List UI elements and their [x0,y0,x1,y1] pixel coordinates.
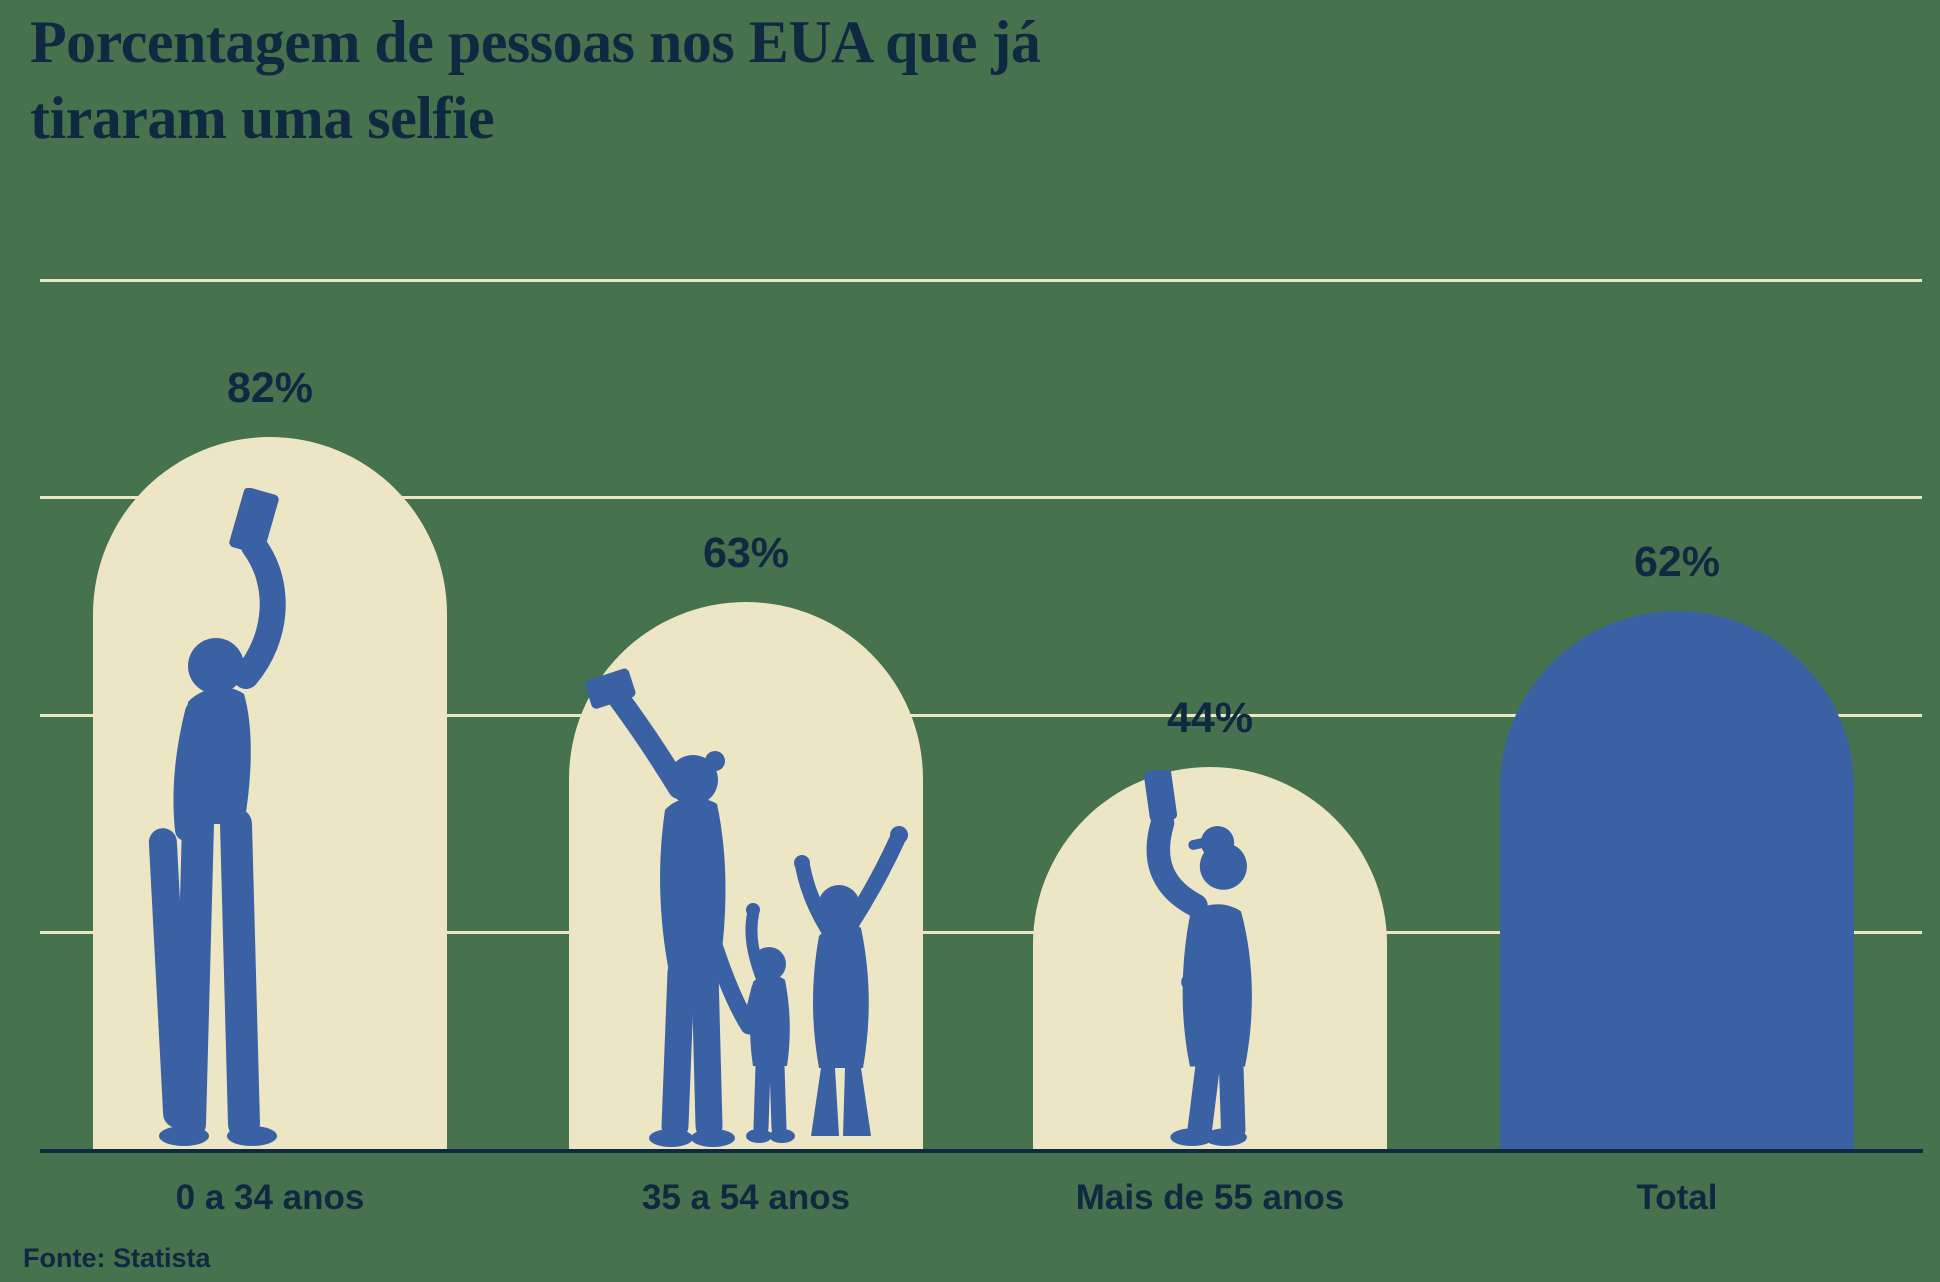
category-label: Total [1636,1178,1718,1217]
value-label: 44% [1166,694,1254,742]
category-label: 0 a 34 anos [175,1178,365,1217]
value-label: 62% [1633,538,1721,586]
x-axis-line [40,1149,1923,1153]
category-label: 35 a 54 anos [641,1178,851,1217]
bar-group-55-plus: 44% Mais de 55 anos [1033,0,1387,1282]
bar-arch [1500,611,1854,1150]
value-label: 63% [702,529,790,577]
gridline-50 [40,714,1922,717]
gridline-75 [40,496,1922,499]
source-note: Fonte: Statista [23,1243,211,1273]
value-label: 82% [226,364,314,412]
category-label: Mais de 55 anos [1075,1178,1345,1217]
gridline-100 [40,279,1922,282]
bar-group-0-34: 82% 0 a 34 anos [93,0,447,1282]
family-of-three-taking-selfie-silhouette [585,668,908,1147]
bar-group-total: 62% Total [1500,0,1854,1282]
chart-title: Porcentagem de pessoas nos EUA que já ti… [30,9,1041,152]
bar-group-35-54: 63% [569,0,923,1282]
gridline-25 [40,931,1922,934]
young-person-with-skateboard-taking-selfie-silhouette [148,488,286,1146]
older-man-with-flat-cap-taking-selfie-silhouette [1144,770,1252,1147]
